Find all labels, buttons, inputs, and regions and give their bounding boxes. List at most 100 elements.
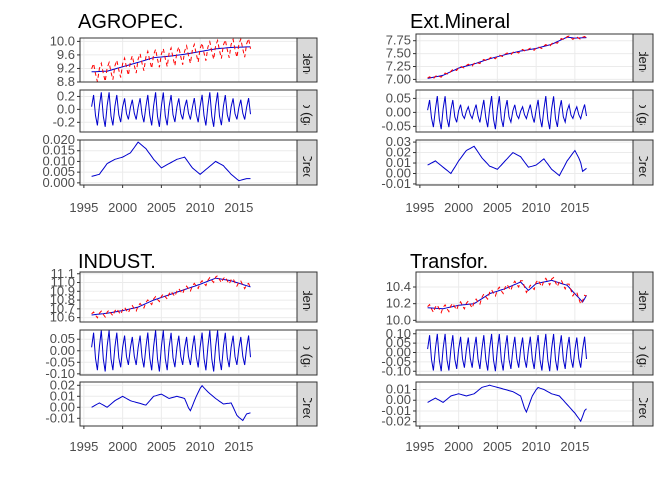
y-tick-label: 0.05: [386, 335, 411, 350]
facet-strip: [632, 33, 654, 83]
facet-chart-1: AGROPEC.8.89.29.610.0 Tendencia-0.20.00.2…: [42, 11, 318, 222]
y-tick-label: 0.00: [386, 345, 411, 360]
facet-strip-label: Tendencia: [636, 267, 651, 327]
series-line: [91, 274, 251, 319]
y-tick-label: 0.02: [386, 145, 411, 160]
panel-1: 10.010.2 10.4 Tendencia: [386, 267, 654, 327]
series-line: [427, 36, 587, 79]
y-tick-label: 10.0: [386, 312, 411, 327]
chart-title: Transfor.: [410, 251, 488, 273]
facet-strip: [632, 329, 654, 376]
series-line: [427, 333, 587, 372]
y-tick-label: -0.10: [381, 363, 411, 378]
y-tick-label: 0.010: [42, 153, 75, 168]
y-tick-label: 0.005: [42, 164, 75, 179]
y-tick-label: 10.8: [50, 292, 75, 307]
series-line: [427, 384, 587, 423]
panel-background: [416, 272, 633, 322]
panel-2: -0.050.000.05 Ciclo (gap): [381, 80, 654, 143]
x-tick-label: 2000: [108, 439, 137, 454]
y-tick-label: 0.020: [42, 132, 75, 147]
y-tick-label: 0.2: [57, 88, 75, 103]
y-tick-label: 0.000: [42, 175, 75, 190]
facet-strip: [632, 381, 654, 427]
facet-strip: [632, 139, 654, 186]
y-tick-label: 0.01: [386, 382, 411, 397]
facet-strip: [296, 381, 318, 427]
panel-background: [80, 382, 297, 426]
x-tick-label: 1995: [405, 200, 434, 215]
panel-2: -0.10-0.050.000.050.10 Ciclo (gap): [381, 321, 654, 384]
series-line: [91, 92, 251, 127]
x-tick-label: 2005: [483, 200, 512, 215]
panel-1: 10.610.710.810.911.011.1 Tendencia: [50, 266, 318, 327]
x-tick-label: 2015: [224, 200, 253, 215]
series-line: [91, 330, 251, 372]
x-tick-label: 2010: [522, 439, 551, 454]
chart-title: INDUST.: [78, 251, 156, 273]
y-tick-label: 8.8: [57, 74, 75, 89]
series-line: [91, 141, 251, 182]
x-tick-label: 2010: [186, 439, 215, 454]
panel-background: [80, 38, 297, 82]
chart-title: AGROPEC.: [78, 11, 184, 33]
y-tick-label: 0.01: [50, 388, 75, 403]
facet-strip-label: Ciclo (gap): [636, 80, 651, 143]
facet-strip: [296, 271, 318, 323]
x-tick-label: 2010: [186, 200, 215, 215]
y-tick-label: 7.00: [386, 71, 411, 86]
y-tick-label: 0.05: [386, 90, 411, 105]
series-line: [427, 276, 587, 314]
panel-2: -0.20.00.2 Ciclo (gap): [53, 88, 318, 133]
y-tick-label: 10.2: [386, 296, 411, 311]
x-tick-label: 1995: [69, 439, 98, 454]
y-tick-label: 0.0: [57, 101, 75, 116]
y-tick-label: -0.01: [381, 176, 411, 191]
y-tick-label: -0.01: [381, 403, 411, 418]
facet-strip-label: Ciclo (gap): [636, 321, 651, 384]
x-tick-label: 2015: [560, 439, 589, 454]
facet-strip-label: Tasa de Crecimiento: [636, 103, 651, 222]
facet-strip: [296, 329, 318, 376]
y-tick-label: 7.75: [386, 33, 411, 48]
facet-strip-label: Tasa de Crecimiento: [300, 103, 315, 222]
y-tick-label: 10.0: [50, 33, 75, 48]
y-tick-label: 7.25: [386, 59, 411, 74]
panel-3: -0.010.000.010.020.03 Tasa de Crecimiento: [381, 103, 654, 222]
x-tick-label: 2000: [444, 439, 473, 454]
panel-3: -0.02-0.010.000.01 Tasa de Crecimiento: [381, 345, 654, 464]
series-line: [427, 35, 587, 80]
y-tick-label: 0.00: [386, 165, 411, 180]
panel-1: 8.89.29.610.0 Tendencia: [50, 30, 318, 90]
panel-background: [416, 90, 633, 132]
facet-strip: [632, 271, 654, 323]
y-tick-label: 9.6: [57, 47, 75, 62]
y-tick-label: 0.00: [50, 343, 75, 358]
panel-background: [416, 382, 633, 426]
x-tick-label: 1995: [69, 200, 98, 215]
y-tick-label: -0.05: [381, 354, 411, 369]
y-tick-label: -0.10: [45, 366, 75, 381]
facet-strip-label: Tendencia: [300, 267, 315, 327]
facet-strip-label: Tendencia: [636, 28, 651, 88]
y-tick-label: 0.015: [42, 143, 75, 158]
series-line: [427, 96, 587, 130]
x-tick-label: 2005: [147, 439, 176, 454]
y-tick-label: -0.05: [381, 118, 411, 133]
panel-background: [416, 34, 633, 82]
facet-strip: [296, 139, 318, 186]
facet-strip: [632, 89, 654, 133]
x-tick-label: 2015: [560, 200, 589, 215]
series-line: [91, 36, 251, 82]
facet-strip-label: Tendencia: [300, 30, 315, 90]
facet-strip-label: Tasa de Crecimiento: [300, 345, 315, 464]
x-tick-label: 1995: [405, 439, 434, 454]
facet-strip-label: Tasa de Crecimiento: [636, 345, 651, 464]
y-tick-label: 0.00: [386, 392, 411, 407]
y-tick-label: 11.1: [51, 266, 75, 281]
x-tick-label: 2000: [444, 200, 473, 215]
y-tick-label: 10.9: [50, 283, 75, 298]
chart-title: Ext.Mineral: [410, 11, 510, 33]
